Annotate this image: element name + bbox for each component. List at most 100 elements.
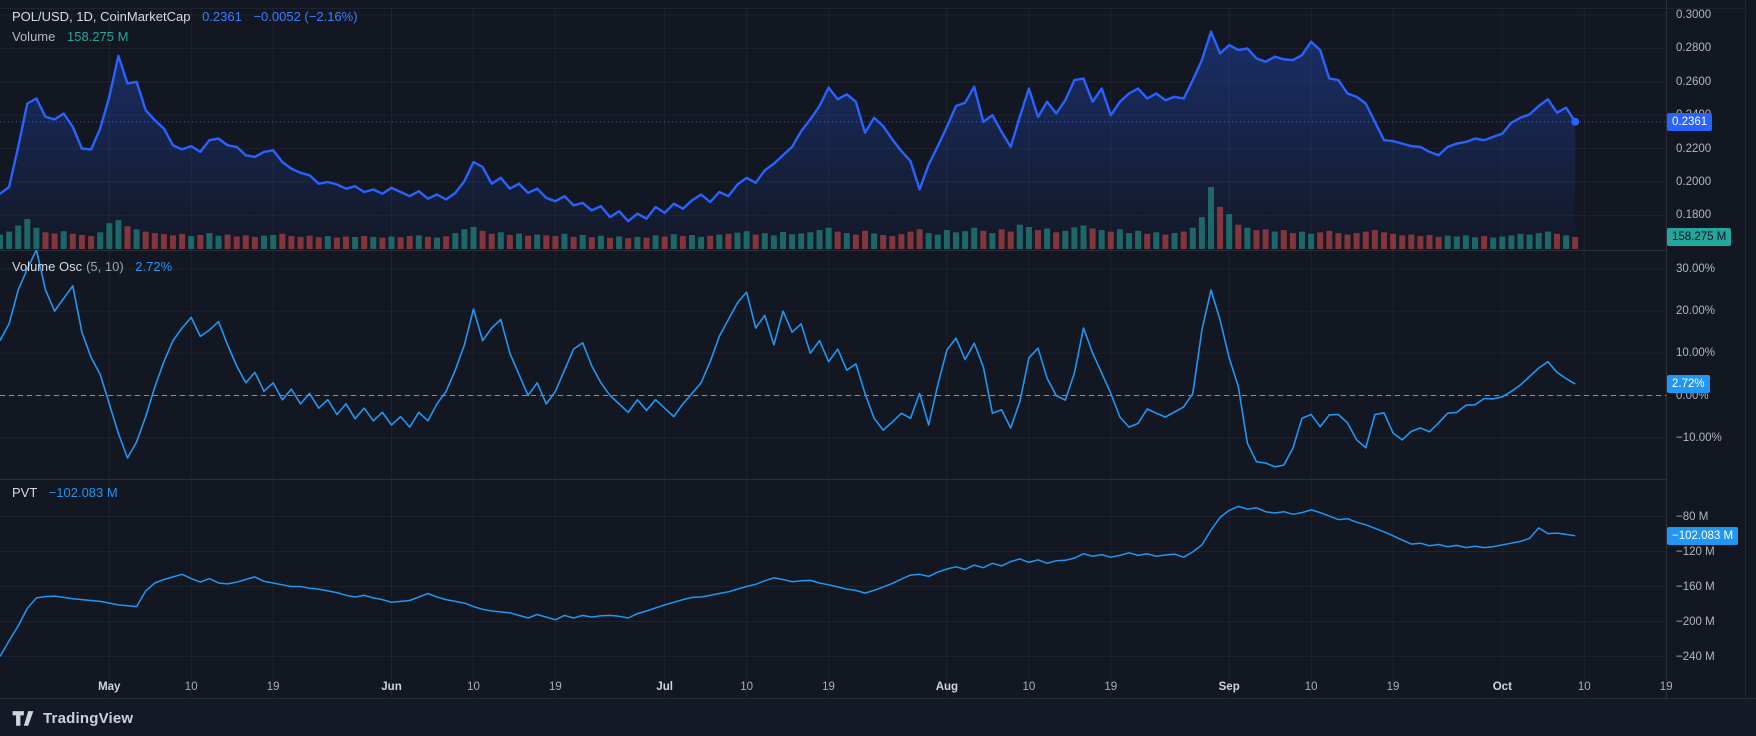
volume-bar bbox=[261, 235, 267, 249]
volume-bar bbox=[907, 231, 914, 249]
volume-bar bbox=[306, 235, 313, 249]
volume-bar bbox=[170, 235, 176, 249]
volume-bar bbox=[607, 237, 613, 249]
volume-bar bbox=[133, 229, 140, 249]
volume-bar bbox=[1490, 237, 1497, 249]
volume-bar bbox=[270, 235, 277, 249]
volume-bar bbox=[379, 237, 386, 249]
volume-bar bbox=[424, 236, 431, 249]
volume-bar bbox=[497, 232, 504, 249]
volume-bar bbox=[488, 233, 495, 249]
volume-bar bbox=[1544, 231, 1551, 249]
volume-bar bbox=[1016, 224, 1023, 249]
volume-bar bbox=[452, 233, 459, 249]
volume-bar bbox=[1098, 230, 1105, 250]
volume-bar bbox=[1126, 233, 1132, 249]
time-axis-label: 19 bbox=[1386, 681, 1400, 693]
time-axis-label: May bbox=[98, 681, 121, 693]
y-axis-label: 0.2200 bbox=[1676, 142, 1712, 155]
last-price-badge: 0.2361 bbox=[1667, 112, 1713, 131]
volume-bar bbox=[397, 237, 404, 249]
brand-name[interactable]: TradingView bbox=[43, 709, 134, 727]
volume-bar bbox=[552, 236, 559, 249]
volume-bar bbox=[206, 233, 213, 249]
volume-bar bbox=[1007, 231, 1014, 249]
volume-bar bbox=[33, 227, 40, 249]
volume-bar bbox=[1144, 233, 1151, 249]
volume-bar bbox=[1371, 230, 1378, 250]
volume-bar bbox=[470, 227, 477, 249]
volume-value: 158.275 M bbox=[67, 29, 129, 44]
osc-params: (5, 10) bbox=[86, 259, 124, 274]
volume-bar bbox=[998, 229, 1005, 249]
symbol-title[interactable]: POL/USD, 1D, CoinMarketCap bbox=[12, 9, 191, 24]
volume-bar bbox=[1162, 234, 1169, 249]
volume-bar bbox=[461, 229, 468, 249]
time-axis[interactable]: May 10 19 Jun 10 19 Jul 10 19 Aug 10 19 Sep 10 19 Oct 10… bbox=[0, 660, 1676, 698]
volume-bar bbox=[151, 233, 158, 249]
y-axis-label: 0.2800 bbox=[1676, 42, 1712, 55]
volume-bar bbox=[24, 219, 31, 249]
volume-bar bbox=[925, 233, 932, 249]
volume-bar bbox=[1399, 235, 1406, 249]
y-axis-label: 0.2000 bbox=[1676, 176, 1712, 188]
volume-bar bbox=[561, 233, 568, 249]
volume-bar bbox=[880, 235, 887, 249]
volume-bar bbox=[1554, 233, 1560, 249]
time-axis-label: 19 bbox=[548, 681, 562, 693]
volume-bar bbox=[670, 234, 677, 249]
volume-bar bbox=[1180, 231, 1187, 249]
volume-bar bbox=[1353, 233, 1360, 249]
volume-bar bbox=[1453, 236, 1460, 249]
y-axis-label: −10.00% bbox=[1676, 431, 1722, 444]
volume-bar bbox=[798, 233, 805, 249]
volume-bar bbox=[916, 229, 923, 249]
volume-bar bbox=[588, 237, 595, 249]
volume-bar bbox=[934, 234, 941, 249]
pvt-label[interactable]: PVT bbox=[12, 485, 38, 500]
volume-bar bbox=[388, 236, 395, 249]
volume-bar bbox=[707, 235, 714, 249]
volume-bar bbox=[634, 236, 641, 249]
volume-bar bbox=[1107, 231, 1114, 249]
volume-bar bbox=[1198, 217, 1205, 249]
volume-bar bbox=[661, 236, 668, 249]
volume-bar bbox=[843, 233, 850, 249]
volume-bar bbox=[1408, 234, 1415, 249]
volume-bar bbox=[1381, 232, 1387, 249]
volume-bar bbox=[825, 227, 832, 249]
y-axis-label: 0.2600 bbox=[1676, 75, 1712, 88]
volume-bar bbox=[51, 233, 58, 249]
volume-bar bbox=[752, 234, 759, 249]
volume-bar bbox=[1390, 233, 1397, 249]
volume-bar bbox=[980, 230, 987, 249]
pvt-value: −102.083 M bbox=[48, 485, 118, 500]
volume-bar bbox=[15, 225, 22, 249]
time-axis-label: Oct bbox=[1492, 681, 1512, 693]
volume-bar bbox=[1053, 232, 1060, 249]
volume-bar bbox=[780, 231, 786, 249]
volume-bar bbox=[834, 231, 841, 249]
volume-bar bbox=[534, 234, 541, 249]
volume-label[interactable]: Volume bbox=[12, 29, 56, 44]
volume-bar bbox=[69, 233, 76, 249]
volume-bar bbox=[1508, 235, 1515, 249]
volume-bar bbox=[1417, 236, 1424, 249]
y-axis-label: 30.00% bbox=[1676, 262, 1716, 275]
time-axis-label: 19 bbox=[266, 681, 280, 693]
volume-bar bbox=[1444, 235, 1451, 249]
volume-bar bbox=[543, 235, 550, 249]
legend-volume-osc: Volume Osc (5, 10) 2.72% bbox=[12, 259, 172, 274]
osc-label[interactable]: Volume Osc bbox=[12, 259, 83, 274]
volume-bar bbox=[324, 236, 331, 249]
volume-bar bbox=[597, 235, 604, 249]
volume-bar bbox=[1080, 225, 1087, 249]
volume-bar bbox=[251, 236, 258, 249]
volume-bar bbox=[516, 233, 522, 249]
volume-bar bbox=[361, 236, 368, 249]
tradingview-logo-icon[interactable] bbox=[10, 706, 36, 730]
volume-bar bbox=[1280, 230, 1287, 250]
volume-bar bbox=[652, 235, 659, 249]
